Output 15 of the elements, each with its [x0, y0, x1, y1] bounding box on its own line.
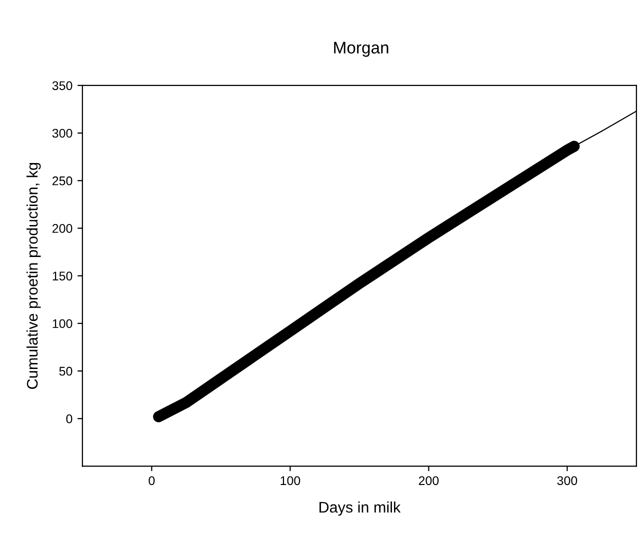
y-axis-title: Cumulative proetin production, kg — [26, 162, 41, 389]
x-axis-title: Days in milk — [320, 501, 401, 516]
chart-title: Morgan — [334, 42, 388, 57]
x-tick-label: 0 — [148, 476, 155, 486]
y-tick-label: 250 — [52, 176, 72, 186]
y-tick-label: 0 — [66, 414, 72, 424]
y-tick-label: 50 — [59, 366, 72, 376]
y-tick-label: 100 — [52, 319, 72, 328]
x-tick-label: 200 — [418, 476, 439, 486]
x-tick-label: 100 — [280, 476, 300, 486]
y-tick-label: 300 — [52, 128, 72, 138]
y-tick-label: 350 — [52, 81, 72, 90]
x-tick-label: 300 — [557, 476, 578, 486]
y-tick-label: 200 — [52, 224, 72, 233]
y-tick-label: 150 — [52, 272, 72, 280]
